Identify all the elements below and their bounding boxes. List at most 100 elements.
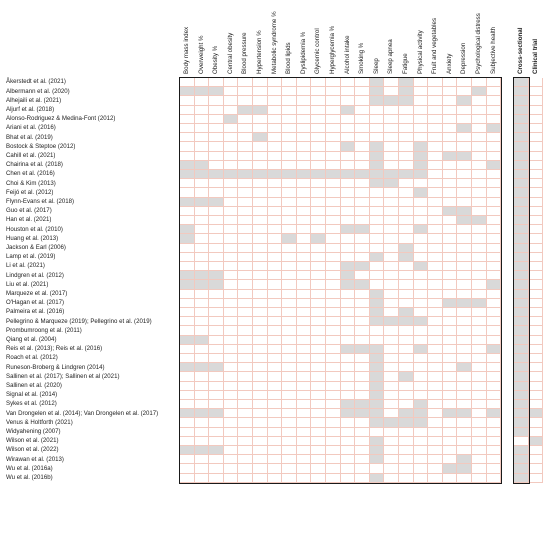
empty-cell xyxy=(282,151,297,161)
empty-cell xyxy=(267,160,283,170)
empty-cell xyxy=(238,271,253,281)
empty-cell xyxy=(223,271,239,281)
empty-cell xyxy=(180,354,195,364)
empty-cell xyxy=(194,105,210,115)
empty-cell xyxy=(486,427,502,437)
empty-cell xyxy=(355,381,370,391)
empty-cell xyxy=(282,436,297,446)
empty-cell xyxy=(413,87,429,97)
empty-cell xyxy=(413,354,429,364)
empty-cell xyxy=(355,114,370,124)
filled-cell xyxy=(369,390,385,400)
empty-cell xyxy=(355,317,370,327)
filled-design-cell xyxy=(514,464,529,474)
empty-cell xyxy=(267,280,283,290)
empty-cell xyxy=(355,188,370,198)
empty-cell xyxy=(355,473,370,483)
empty-design-cell xyxy=(528,473,544,483)
empty-cell xyxy=(311,133,326,143)
empty-cell xyxy=(442,473,458,483)
empty-cell xyxy=(486,262,502,272)
empty-cell xyxy=(457,289,472,299)
empty-cell xyxy=(442,308,458,318)
empty-cell xyxy=(472,234,487,244)
filled-design-cell xyxy=(514,344,529,354)
empty-cell xyxy=(428,280,443,290)
empty-cell xyxy=(486,446,502,456)
empty-cell xyxy=(384,464,399,474)
empty-cell xyxy=(238,160,253,170)
empty-cell xyxy=(267,262,283,272)
filled-cell xyxy=(413,317,429,327)
empty-cell xyxy=(369,464,385,474)
empty-cell xyxy=(472,96,487,106)
empty-cell xyxy=(267,225,283,235)
empty-cell xyxy=(267,234,283,244)
empty-cell xyxy=(428,262,443,272)
filled-design-cell xyxy=(514,78,529,88)
empty-cell xyxy=(223,124,239,134)
study-label: Sallinen et al. (2020) xyxy=(6,381,62,389)
empty-cell xyxy=(428,114,443,124)
empty-cell xyxy=(223,133,239,143)
empty-cell xyxy=(194,124,210,134)
empty-cell xyxy=(180,455,195,465)
empty-cell xyxy=(457,179,472,189)
empty-cell xyxy=(442,363,458,373)
empty-cell xyxy=(442,142,458,152)
empty-cell xyxy=(282,262,297,272)
empty-cell xyxy=(369,234,385,244)
empty-cell xyxy=(296,390,312,400)
empty-cell xyxy=(282,354,297,364)
empty-cell xyxy=(253,455,268,465)
empty-cell xyxy=(457,87,472,97)
empty-cell xyxy=(223,142,239,152)
empty-cell xyxy=(326,262,341,272)
empty-cell xyxy=(194,418,210,428)
empty-cell xyxy=(413,289,429,299)
filled-cell xyxy=(180,335,195,345)
empty-cell xyxy=(267,409,283,419)
empty-cell xyxy=(428,308,443,318)
empty-cell xyxy=(428,436,443,446)
filled-cell xyxy=(457,363,472,373)
empty-cell xyxy=(209,298,224,308)
filled-cell xyxy=(399,243,414,253)
filled-cell xyxy=(369,289,385,299)
empty-cell xyxy=(340,78,356,88)
filled-cell xyxy=(340,142,356,152)
empty-cell xyxy=(399,133,414,143)
empty-cell xyxy=(384,381,399,391)
empty-cell xyxy=(355,271,370,281)
empty-cell xyxy=(340,96,356,106)
empty-cell xyxy=(282,409,297,419)
empty-cell xyxy=(457,335,472,345)
empty-cell xyxy=(223,234,239,244)
empty-cell xyxy=(428,344,443,354)
filled-cell xyxy=(369,455,385,465)
empty-cell xyxy=(180,151,195,161)
empty-cell xyxy=(253,381,268,391)
empty-design-cell xyxy=(528,298,544,308)
column-header: Central obesity xyxy=(226,32,234,74)
empty-cell xyxy=(486,317,502,327)
filled-cell xyxy=(369,252,385,262)
empty-cell xyxy=(282,363,297,373)
empty-cell xyxy=(340,473,356,483)
filled-cell xyxy=(194,280,210,290)
empty-cell xyxy=(311,436,326,446)
filled-cell xyxy=(355,409,370,419)
empty-cell xyxy=(267,464,283,474)
empty-cell xyxy=(282,188,297,198)
empty-cell xyxy=(472,188,487,198)
empty-cell xyxy=(209,335,224,345)
empty-design-cell xyxy=(528,96,544,106)
empty-cell xyxy=(311,298,326,308)
empty-cell xyxy=(486,151,502,161)
filled-design-cell xyxy=(514,271,529,281)
empty-cell xyxy=(413,114,429,124)
filled-cell xyxy=(311,234,326,244)
empty-cell xyxy=(457,243,472,253)
empty-cell xyxy=(282,308,297,318)
filled-cell xyxy=(369,142,385,152)
